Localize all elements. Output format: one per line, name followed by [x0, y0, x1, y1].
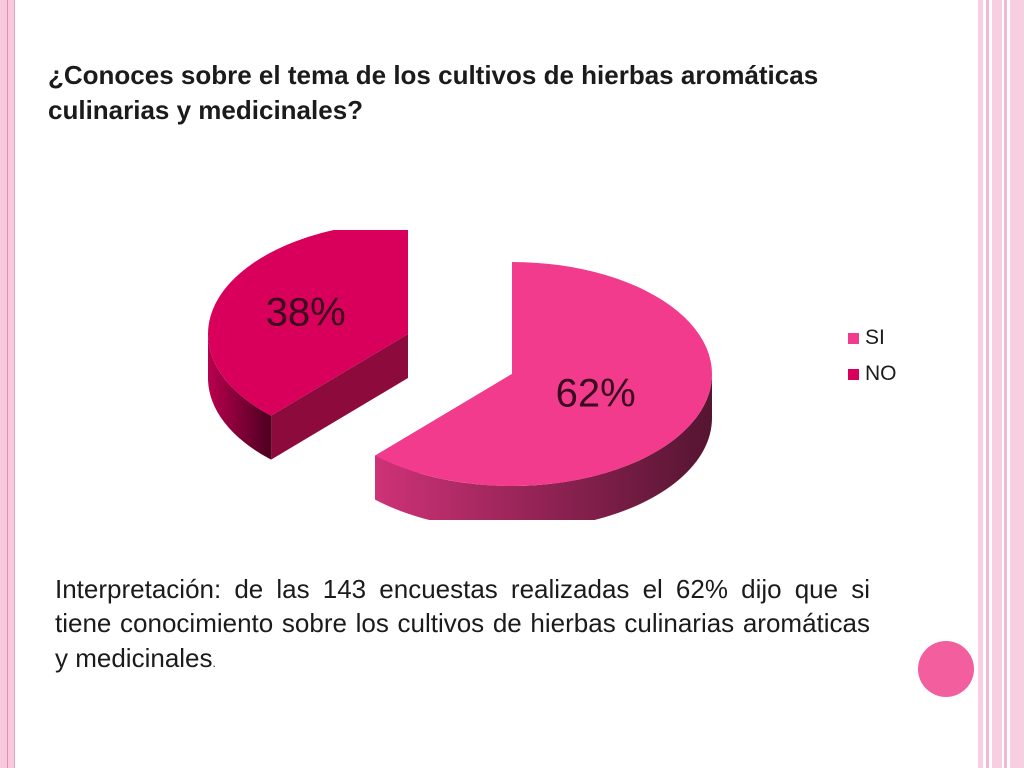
left-decorative-border — [0, 0, 15, 768]
pie-slice-si: 62% — [375, 262, 712, 520]
chart-legend: SI NO — [848, 326, 897, 398]
legend-item-no: NO — [848, 362, 897, 386]
legend-label-no: NO — [865, 362, 897, 385]
decorative-circle — [918, 641, 974, 697]
interpretation-body: Interpretación: de las 143 encuestas rea… — [55, 574, 870, 673]
pie-slice-cut-no-0 — [271, 334, 408, 460]
legend-swatch-si — [848, 332, 859, 344]
pie-slice-top-si — [375, 262, 712, 486]
legend-swatch-no — [848, 368, 859, 380]
right-decorative-stripes — [978, 0, 1024, 768]
interpretation-text: Interpretación: de las 143 encuestas rea… — [55, 572, 870, 675]
pie-slice-side-no — [208, 334, 272, 460]
data-label-si: 62% — [556, 372, 636, 416]
interpretation-period: . — [212, 655, 216, 670]
slide-title: ¿Conoces sobre el tema de los cultivos d… — [48, 60, 819, 126]
pie-chart: 38% 62% — [208, 230, 712, 520]
pie-slice-top-no — [208, 230, 408, 416]
pie-slice-side-si — [375, 374, 712, 520]
legend-label-si: SI — [865, 326, 885, 349]
legend-item-si: SI — [848, 326, 897, 350]
data-label-no: 38% — [266, 290, 346, 334]
pie-slice-no: 38% — [208, 230, 408, 460]
